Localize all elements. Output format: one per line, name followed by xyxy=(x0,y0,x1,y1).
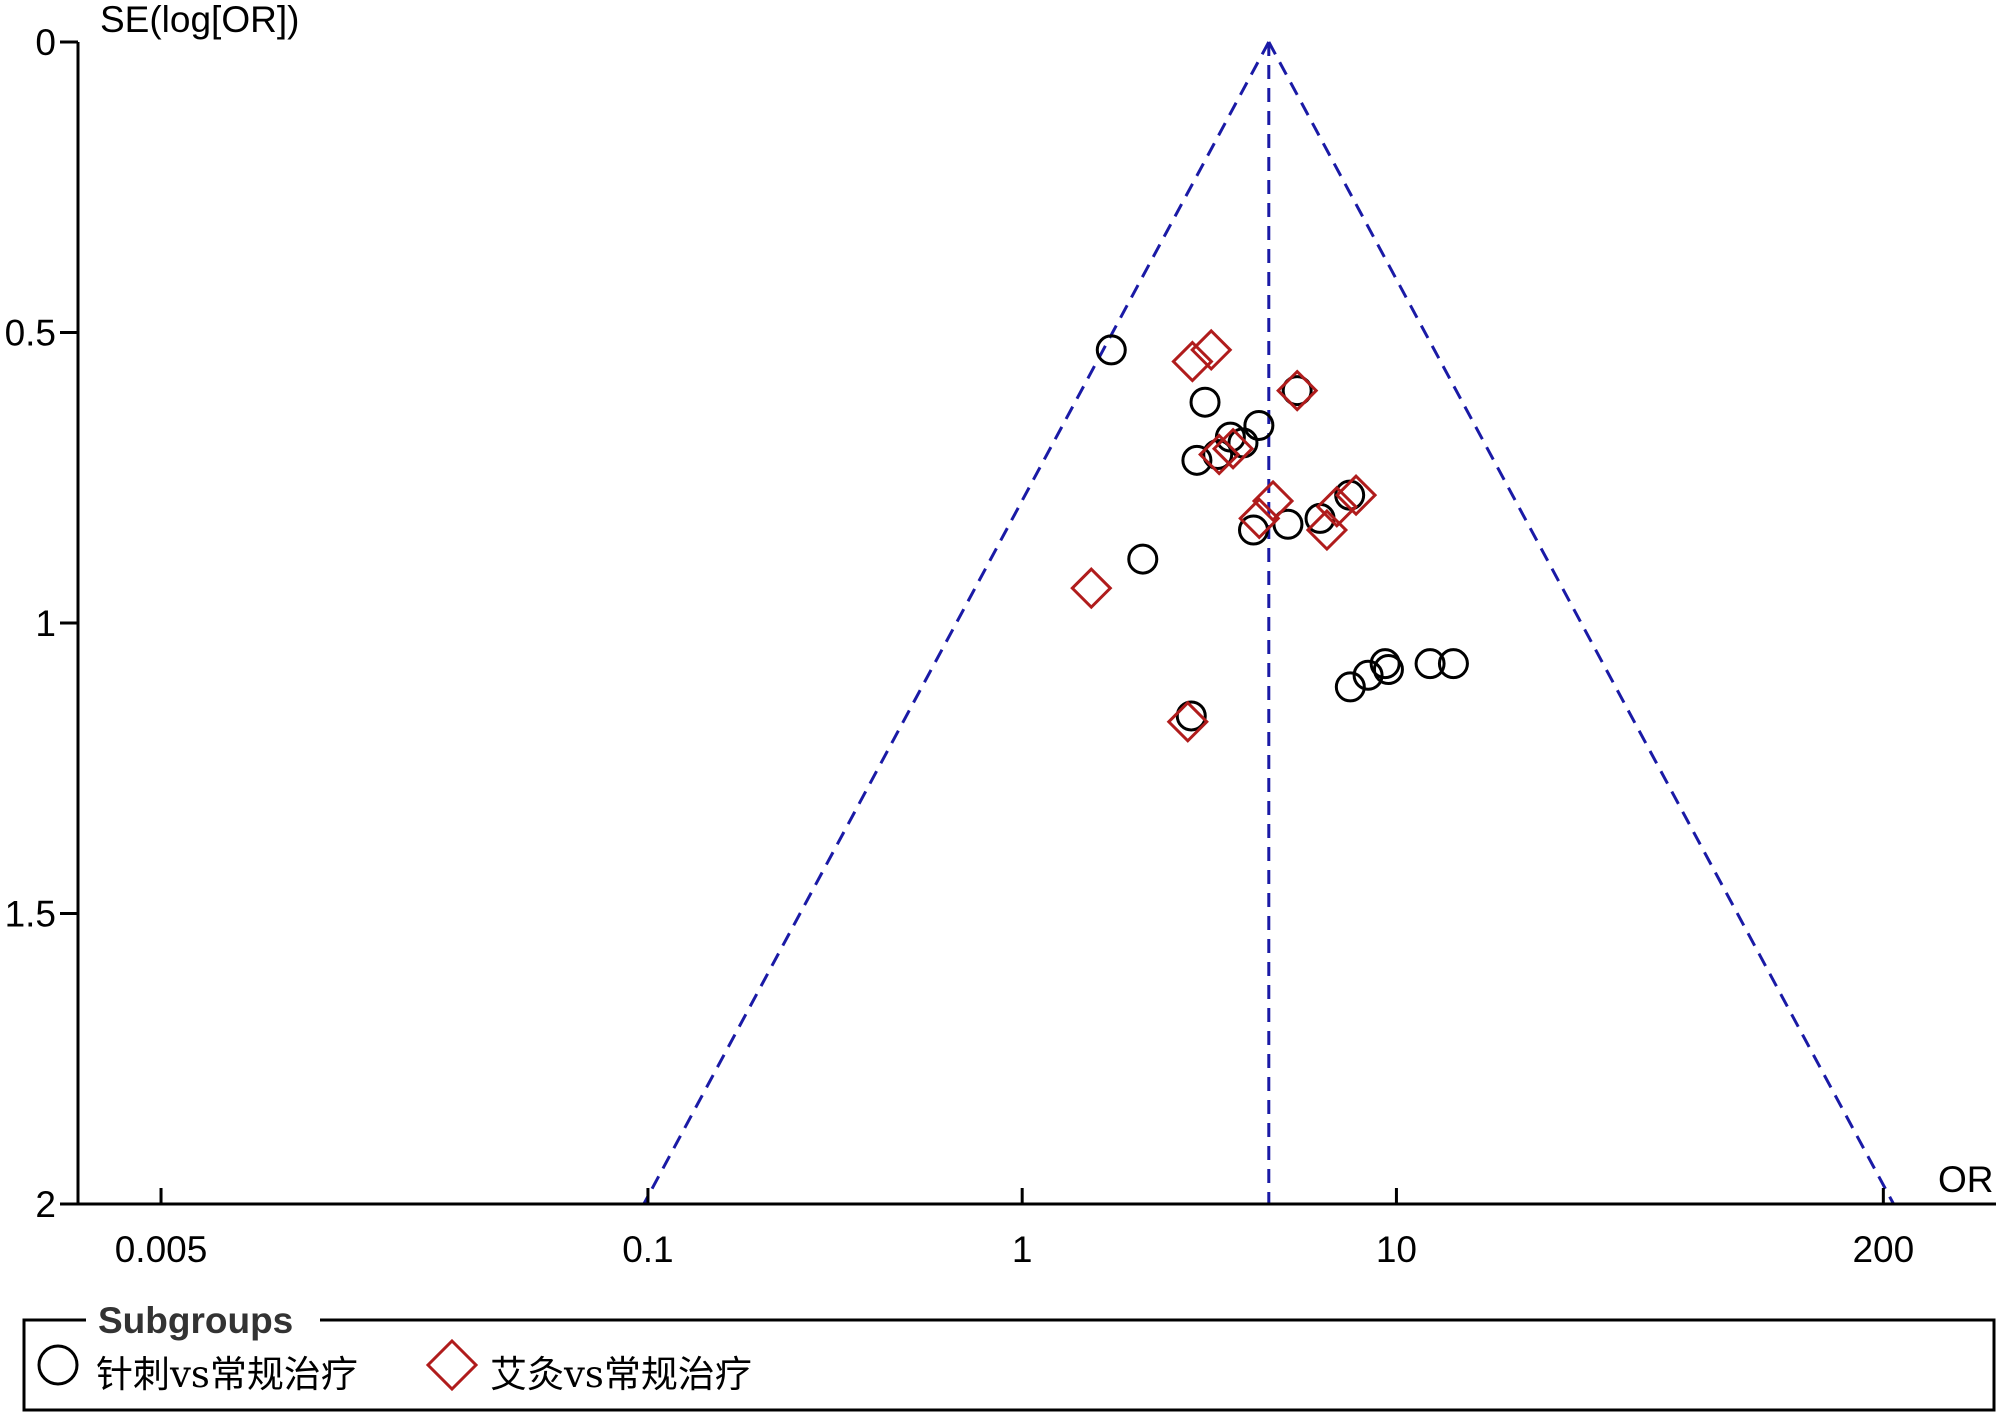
y-tick-label: 2 xyxy=(35,1184,56,1225)
point-circle xyxy=(1334,671,1366,703)
point-circle xyxy=(1414,648,1446,680)
point-circle xyxy=(1352,659,1384,691)
point-circle xyxy=(1175,700,1207,732)
y-tick-label: 1 xyxy=(35,603,56,644)
point-circle xyxy=(1372,653,1404,685)
point-diamond xyxy=(1211,427,1255,470)
point-diamond xyxy=(1198,433,1241,476)
data-points xyxy=(1070,328,1469,743)
funnel-lines xyxy=(642,41,1895,1205)
x-axis-title: OR xyxy=(1938,1159,1994,1200)
legend-title: Subgroups xyxy=(98,1300,293,1341)
point-circle xyxy=(1437,648,1469,680)
x-ticks: 0.005 0.1 1 10 200 xyxy=(115,1188,1914,1270)
x-tick-label: 1 xyxy=(1012,1229,1033,1270)
point-diamond xyxy=(1190,328,1233,372)
y-tick-label: 0.5 xyxy=(5,313,56,354)
legend-box xyxy=(22,1318,1996,1412)
x-tick-label: 10 xyxy=(1376,1229,1417,1270)
x-tick-label: 0.1 xyxy=(622,1229,673,1270)
funnel-left-boundary xyxy=(642,41,1271,1205)
y-axis-title: SE(log[OR]) xyxy=(100,0,299,40)
x-tick-label: 200 xyxy=(1852,1229,1914,1270)
point-circle xyxy=(1095,334,1127,366)
y-tick-label: 1.5 xyxy=(5,894,56,935)
point-diamond xyxy=(1305,508,1349,552)
point-circle xyxy=(1281,375,1313,407)
point-diamond xyxy=(1238,497,1281,540)
point-diamond xyxy=(1166,700,1209,743)
point-circle xyxy=(1369,648,1401,680)
point-circle xyxy=(1181,444,1213,476)
point-circle xyxy=(1334,479,1366,511)
legend-diamond-marker xyxy=(425,1338,479,1392)
point-diamond xyxy=(1171,340,1214,383)
point-circle xyxy=(1127,543,1159,575)
point-circle xyxy=(1202,439,1234,471)
legend-title-bg xyxy=(86,1300,320,1340)
point-diamond xyxy=(1315,485,1358,528)
y-tick-label: 0 xyxy=(35,22,56,63)
y-ticks: 0 0.5 1 1.5 2 xyxy=(5,22,78,1225)
point-diamond xyxy=(1251,479,1295,523)
legend-circle-marker xyxy=(37,1344,79,1386)
point-diamond xyxy=(1334,474,1378,517)
point-diamond xyxy=(1070,567,1113,610)
legend-label-series-1: 针刺vs常规治疗 xyxy=(96,1353,358,1396)
legend: Subgroups 针刺vs常规治疗 艾灸vs常规治疗 xyxy=(22,1300,1996,1412)
point-circle xyxy=(1243,409,1275,441)
funnel-right-boundary xyxy=(1267,41,1895,1205)
legend-label-series-2: 艾灸vs常规治疗 xyxy=(490,1353,752,1396)
axes xyxy=(76,42,1996,1206)
point-diamond xyxy=(1276,369,1319,412)
point-circle xyxy=(1189,386,1221,418)
x-tick-label: 0.005 xyxy=(115,1229,208,1270)
